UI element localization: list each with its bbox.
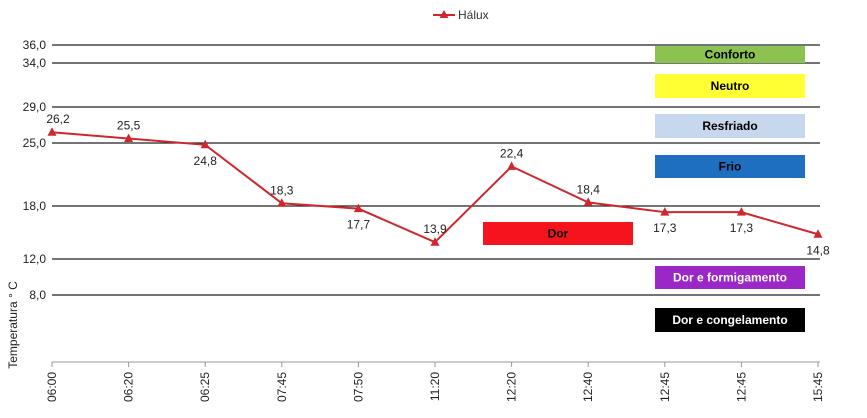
data-point-marker — [124, 133, 134, 142]
data-point-marker — [353, 203, 363, 213]
data-point-marker — [430, 237, 440, 246]
x-tick-label: 06:25 — [198, 372, 212, 402]
legend-label: Hálux — [458, 8, 489, 22]
data-point-marker — [200, 139, 210, 149]
x-tick-label: 15:45 — [811, 372, 825, 402]
x-axis-tick-marks — [51, 362, 819, 367]
data-label: 25,5 — [117, 119, 141, 133]
zone-label: Dor e congelamento — [672, 313, 787, 327]
data-label: 17,3 — [653, 221, 677, 235]
y-tick-label: 12,0 — [23, 252, 47, 266]
zone-dor-e-congelamento: Dor e congelamento — [655, 308, 805, 332]
zone-conforto: Conforto — [655, 46, 805, 63]
zone-label: Conforto — [705, 48, 756, 62]
legend-marker-icon — [439, 10, 449, 18]
zone-box — [655, 308, 805, 332]
y-tick-label: 25,0 — [23, 136, 47, 150]
zone-box — [483, 222, 633, 245]
x-tick-label: 06:20 — [122, 372, 136, 402]
data-label: 26,2 — [46, 112, 70, 126]
data-label: 18,4 — [577, 182, 601, 196]
x-axis-ticks: 06:00 06:20 06:25 07:45 07:50 11:20 12:20 12:40… — [45, 372, 825, 402]
data-label: 22,4 — [500, 146, 524, 160]
data-point-marker — [507, 161, 517, 170]
data-label: 18,3 — [270, 183, 294, 197]
data-point-marker — [813, 229, 823, 238]
x-tick-label: 11:20 — [428, 372, 442, 401]
zone-box — [655, 46, 805, 63]
y-tick-label: 34,0 — [23, 56, 47, 70]
data-point-marker — [736, 207, 746, 216]
zone-label: Neutro — [711, 79, 750, 93]
legend: Hálux — [433, 8, 489, 22]
zone-frio: Frio — [655, 155, 805, 178]
y-tick-label: 36,0 — [23, 38, 47, 52]
y-tick-label: 8,0 — [29, 288, 46, 302]
x-tick-label: 12:45 — [658, 372, 672, 402]
zone-label: Frio — [719, 160, 742, 174]
zone-dor: Dor — [483, 222, 633, 245]
data-label: 14,8 — [806, 243, 830, 257]
x-tick-label: 07:50 — [351, 372, 365, 402]
y-tick-label: 18,0 — [23, 199, 47, 213]
series-markers — [47, 127, 823, 246]
data-point-marker — [47, 127, 57, 136]
x-tick-label: 12:45 — [734, 372, 748, 402]
data-point-marker — [277, 198, 287, 207]
x-tick-label: 07:45 — [275, 372, 289, 402]
y-axis-ticks: 36,0 34,0 29,0 25,0 18,0 12,0 8,0 — [23, 38, 47, 302]
data-labels: 26,2 25,5 24,8 18,3 17,7 13,9 22,4 18,4 17,3 17,3… — [46, 112, 830, 257]
zone-resfriado: Resfriado — [655, 114, 805, 138]
data-label: 17,7 — [347, 218, 371, 232]
data-point-marker — [583, 197, 593, 206]
y-tick-label: 29,0 — [23, 100, 47, 114]
zone-label: Dor — [548, 227, 569, 241]
zone-neutro: Neutro — [655, 74, 805, 98]
data-label: 17,3 — [730, 221, 754, 235]
zone-label: Resfriado — [702, 119, 757, 133]
x-tick-label: 12:20 — [505, 372, 519, 402]
data-label: 13,9 — [423, 222, 447, 236]
zone-box — [655, 155, 805, 178]
data-label: 24,8 — [194, 154, 218, 168]
y-axis-title: Temperatura ° C — [6, 281, 20, 369]
zone-box — [655, 266, 805, 289]
data-point-marker — [660, 207, 670, 216]
zone-dor-e-formigamento: Dor e formigamento — [655, 266, 805, 289]
x-tick-label: 06:00 — [45, 372, 59, 402]
zone-box — [655, 114, 805, 138]
zone-box — [655, 74, 805, 98]
zone-label: Dor e formigamento — [673, 271, 787, 285]
comfort-zones: Conforto Neutro Resfriado Frio Dor Dor e form… — [483, 46, 805, 332]
x-tick-label: 12:40 — [581, 372, 595, 402]
